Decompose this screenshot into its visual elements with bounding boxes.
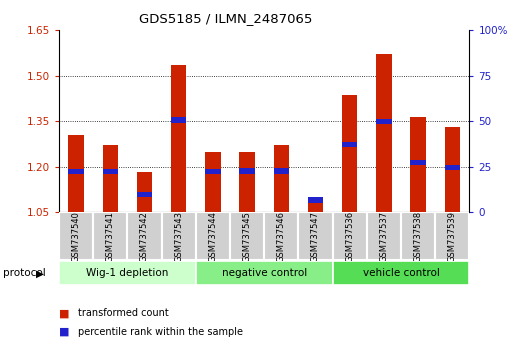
- Text: ■: ■: [59, 308, 69, 318]
- Bar: [205, 169, 221, 175]
- Bar: [332, 261, 469, 285]
- Text: ■: ■: [59, 327, 69, 337]
- Bar: [171, 65, 186, 212]
- Bar: [205, 152, 221, 212]
- Bar: [59, 212, 93, 260]
- Bar: [137, 172, 152, 212]
- Bar: [93, 212, 127, 260]
- Bar: [308, 199, 323, 212]
- Text: Wig-1 depletion: Wig-1 depletion: [86, 268, 169, 278]
- Bar: [230, 212, 264, 260]
- Text: GSM737542: GSM737542: [140, 211, 149, 262]
- Bar: [308, 197, 323, 203]
- Text: GSM737538: GSM737538: [413, 211, 423, 262]
- Text: GSM737545: GSM737545: [243, 211, 251, 262]
- Bar: [445, 127, 460, 212]
- Text: ▶: ▶: [35, 268, 44, 278]
- Bar: [240, 168, 255, 173]
- Bar: [401, 212, 435, 260]
- Bar: [435, 212, 469, 260]
- Bar: [273, 168, 289, 173]
- Text: percentile rank within the sample: percentile rank within the sample: [78, 327, 244, 337]
- Text: GSM737546: GSM737546: [277, 211, 286, 262]
- Text: GSM737539: GSM737539: [448, 211, 457, 262]
- Bar: [299, 212, 332, 260]
- Bar: [342, 96, 358, 212]
- Bar: [59, 261, 196, 285]
- Bar: [445, 165, 460, 171]
- Bar: [196, 261, 332, 285]
- Bar: [162, 212, 196, 260]
- Text: transformed count: transformed count: [78, 308, 169, 318]
- Text: GSM737536: GSM737536: [345, 211, 354, 262]
- Text: vehicle control: vehicle control: [363, 268, 440, 278]
- Text: GDS5185 / ILMN_2487065: GDS5185 / ILMN_2487065: [139, 12, 312, 25]
- Bar: [127, 212, 162, 260]
- Text: GSM737541: GSM737541: [106, 211, 115, 262]
- Bar: [410, 160, 426, 165]
- Bar: [103, 169, 118, 175]
- Bar: [376, 119, 391, 124]
- Bar: [240, 152, 255, 212]
- Bar: [342, 142, 358, 147]
- Bar: [273, 145, 289, 212]
- Text: GSM737543: GSM737543: [174, 211, 183, 262]
- Bar: [137, 192, 152, 197]
- Bar: [171, 117, 186, 123]
- Bar: [68, 135, 84, 212]
- Bar: [367, 212, 401, 260]
- Text: negative control: negative control: [222, 268, 307, 278]
- Text: GSM737537: GSM737537: [380, 211, 388, 262]
- Bar: [103, 145, 118, 212]
- Bar: [196, 212, 230, 260]
- Bar: [376, 55, 391, 212]
- Bar: [332, 212, 367, 260]
- Text: GSM737540: GSM737540: [72, 211, 81, 262]
- Text: GSM737544: GSM737544: [208, 211, 218, 262]
- Bar: [264, 212, 299, 260]
- Text: GSM737547: GSM737547: [311, 211, 320, 262]
- Bar: [68, 169, 84, 175]
- Text: protocol: protocol: [3, 268, 45, 278]
- Bar: [410, 117, 426, 212]
